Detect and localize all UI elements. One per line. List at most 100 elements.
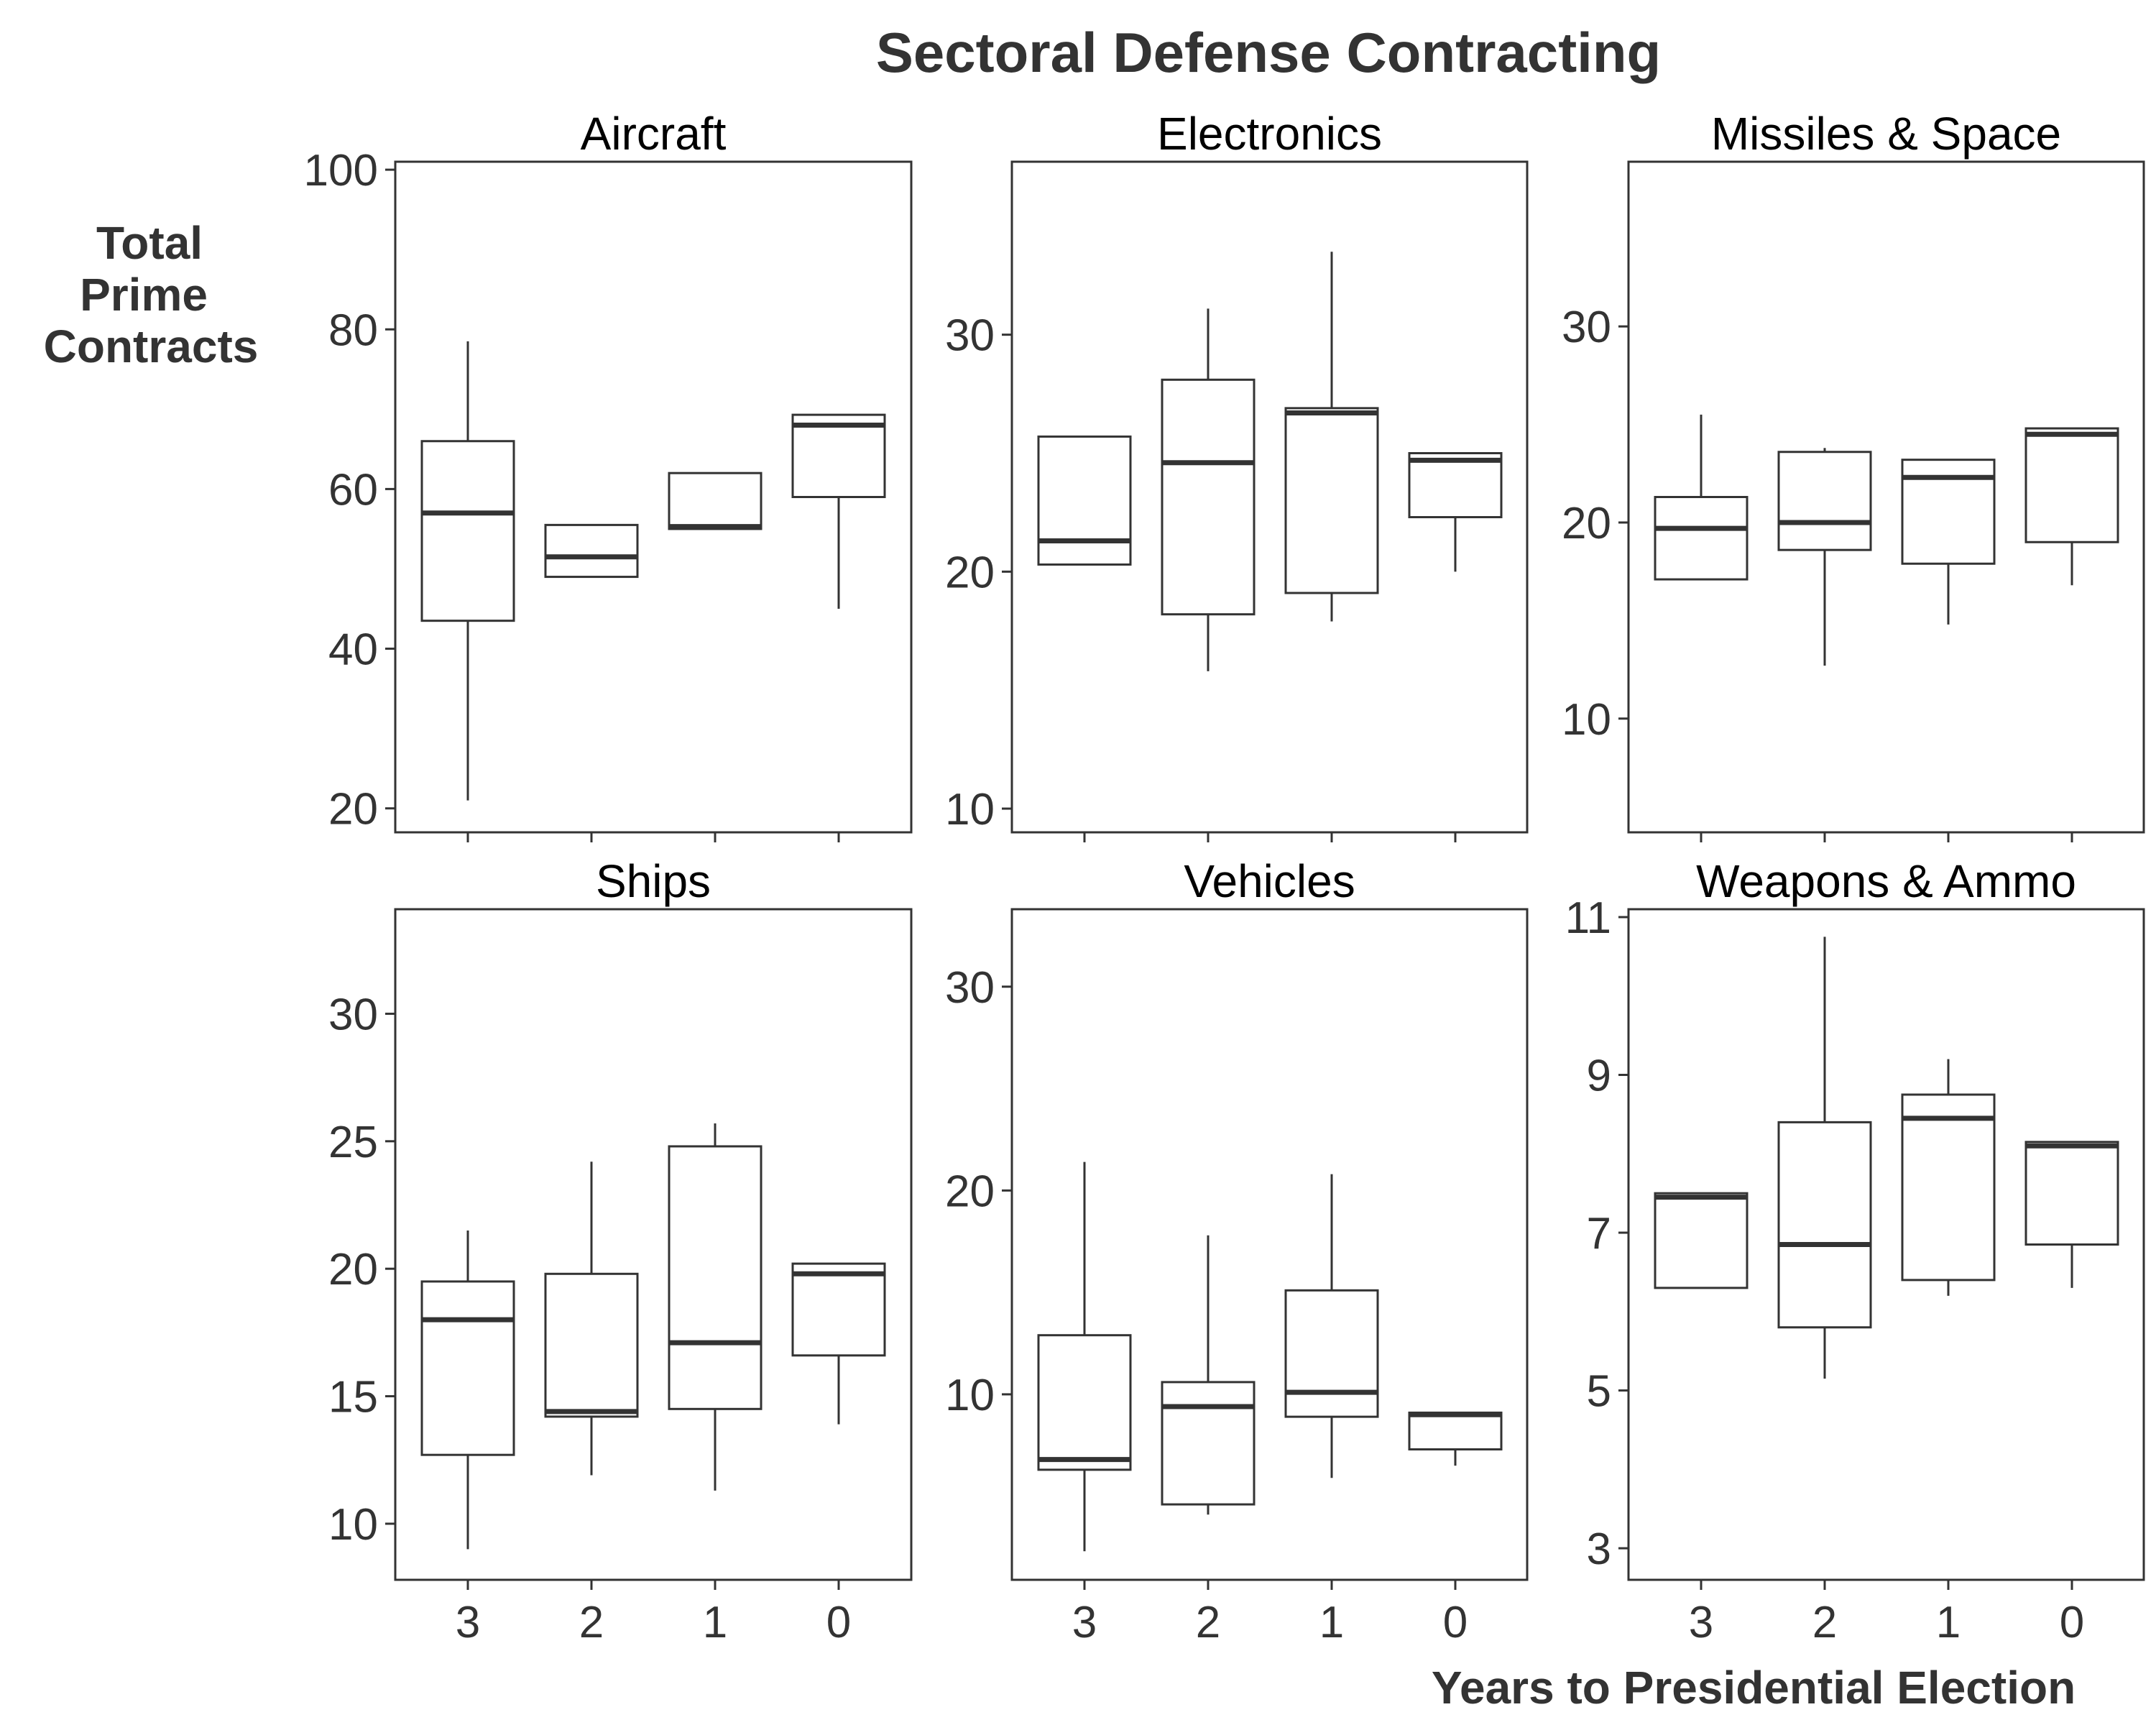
box-weapons-ammo-0: [2024, 1141, 2119, 1288]
y-tick-label-weapons-ammo: 3: [1587, 1524, 1611, 1574]
box-missiles-space-1: [1901, 459, 1996, 625]
x-tick-label-vehicles: 3: [1072, 1598, 1097, 1647]
y-tick-label-weapons-ammo: 9: [1587, 1052, 1611, 1101]
y-tick-label-ships: 25: [328, 1118, 378, 1167]
box-aircraft-1: [668, 472, 763, 530]
x-tick-label-ships: 0: [826, 1598, 851, 1647]
panel-title-weapons-ammo: Weapons & Ammo: [1696, 855, 2076, 907]
box-ships-2: [544, 1162, 639, 1476]
box-aircraft-3: [420, 341, 515, 801]
y-axis-label-line-1: Total: [96, 217, 203, 269]
panel-border-vehicles: [1010, 908, 1529, 1581]
box-body: [1654, 1192, 1749, 1289]
box-body: [420, 1280, 515, 1456]
box-body: [544, 1272, 639, 1418]
box-electronics-2: [1161, 308, 1256, 671]
box-body: [668, 1145, 763, 1410]
box-body: [1654, 496, 1749, 581]
y-tick-label-weapons-ammo: 7: [1587, 1209, 1611, 1259]
x-tick-label-ships: 1: [703, 1598, 727, 1647]
x-tick-label-vehicles: 1: [1319, 1598, 1344, 1647]
panel-title-aircraft: Aircraft: [581, 108, 727, 160]
y-tick-label-vehicles: 10: [945, 1371, 995, 1420]
box-body: [1037, 435, 1132, 566]
box-body: [1161, 378, 1256, 616]
box-body: [1284, 407, 1379, 594]
box-body: [1777, 1121, 1872, 1329]
box-body: [1408, 1411, 1503, 1451]
y-tick-label-missiles-space: 20: [1562, 499, 1611, 548]
panel-title-vehicles: Vehicles: [1184, 855, 1355, 907]
box-body: [1037, 1334, 1132, 1471]
y-tick-label-aircraft: 60: [328, 465, 378, 515]
box-body: [544, 523, 639, 579]
box-body: [2024, 1141, 2119, 1246]
y-tick-label-missiles-space: 30: [1562, 303, 1611, 352]
y-tick-label-electronics: 10: [945, 785, 995, 834]
box-weapons-ammo-3: [1654, 1192, 1749, 1289]
box-vehicles-3: [1037, 1162, 1132, 1552]
y-tick-label-electronics: 20: [945, 548, 995, 597]
panel-weapons-ammo: Weapons & Ammo 3 5 7 9 11 3 2 1 0: [1565, 855, 2145, 1647]
box-body: [1777, 451, 1872, 551]
box-body: [1284, 1289, 1379, 1418]
y-tick-label-aircraft: 40: [328, 625, 378, 675]
panel-title-ships: Ships: [596, 855, 711, 907]
facet-panels: Aircraft20406080100Electronics102030Miss…: [304, 108, 2145, 1647]
x-axis-label: Years to Presidential Election: [1432, 1662, 2076, 1714]
panel-border-weapons-ammo: [1627, 908, 2145, 1581]
box-ships-0: [791, 1262, 886, 1425]
box-body: [791, 1262, 886, 1357]
y-tick-label-aircraft: 80: [328, 305, 378, 355]
box-electronics-3: [1037, 435, 1132, 566]
y-tick-label-ships: 30: [328, 990, 378, 1039]
y-tick-label-ships: 20: [328, 1245, 378, 1294]
y-tick-label-electronics: 30: [945, 311, 995, 361]
panel-electronics: Electronics 10 20 30: [945, 108, 1529, 842]
box-ships-1: [668, 1123, 763, 1491]
y-tick-label-aircraft: 20: [328, 785, 378, 834]
x-tick-label-vehicles: 0: [1443, 1598, 1468, 1647]
box-weapons-ammo-2: [1777, 937, 1872, 1379]
box-body: [1161, 1381, 1256, 1506]
x-tick-label-weapons-ammo: 1: [1936, 1598, 1961, 1647]
box-body: [2024, 427, 2119, 543]
box-missiles-space-0: [2024, 427, 2119, 586]
box-vehicles-1: [1284, 1174, 1379, 1478]
chart-title: Sectoral Defense Contracting: [876, 21, 1661, 84]
panel-title-missiles-space: Missiles & Space: [1711, 108, 2061, 160]
panel-title-electronics: Electronics: [1157, 108, 1382, 160]
x-tick-label-ships: 2: [579, 1598, 604, 1647]
y-axis-label-line-2: Prime: [80, 269, 208, 321]
y-axis-label-line-3: Contracts: [44, 321, 259, 372]
box-body: [1408, 452, 1503, 519]
box-vehicles-2: [1161, 1235, 1256, 1515]
box-aircraft-0: [791, 413, 886, 609]
y-tick-label-ships: 10: [328, 1500, 378, 1550]
box-missiles-space-3: [1654, 414, 1749, 581]
x-tick-label-weapons-ammo: 0: [2060, 1598, 2084, 1647]
y-tick-label-ships: 15: [328, 1373, 378, 1422]
box-electronics-1: [1284, 252, 1379, 622]
y-tick-label-weapons-ammo: 11: [1565, 893, 1611, 943]
box-ships-3: [420, 1230, 515, 1550]
panel-border-missiles-space: [1627, 160, 2145, 834]
box-body: [668, 472, 763, 530]
x-tick-label-weapons-ammo: 2: [1812, 1598, 1837, 1647]
panel-border-ships: [394, 908, 913, 1581]
panel-missiles-space: Missiles & Space 10 20 30: [1562, 108, 2145, 842]
y-tick-label-vehicles: 30: [945, 963, 995, 1013]
box-weapons-ammo-1: [1901, 1059, 1996, 1296]
y-tick-label-aircraft: 100: [304, 146, 378, 196]
box-body: [420, 440, 515, 622]
box-missiles-space-2: [1777, 448, 1872, 666]
x-tick-label-vehicles: 2: [1196, 1598, 1220, 1647]
box-body: [791, 413, 886, 499]
y-tick-label-weapons-ammo: 5: [1587, 1367, 1611, 1417]
y-tick-label-vehicles: 20: [945, 1167, 995, 1216]
box-body: [1901, 1093, 1996, 1282]
